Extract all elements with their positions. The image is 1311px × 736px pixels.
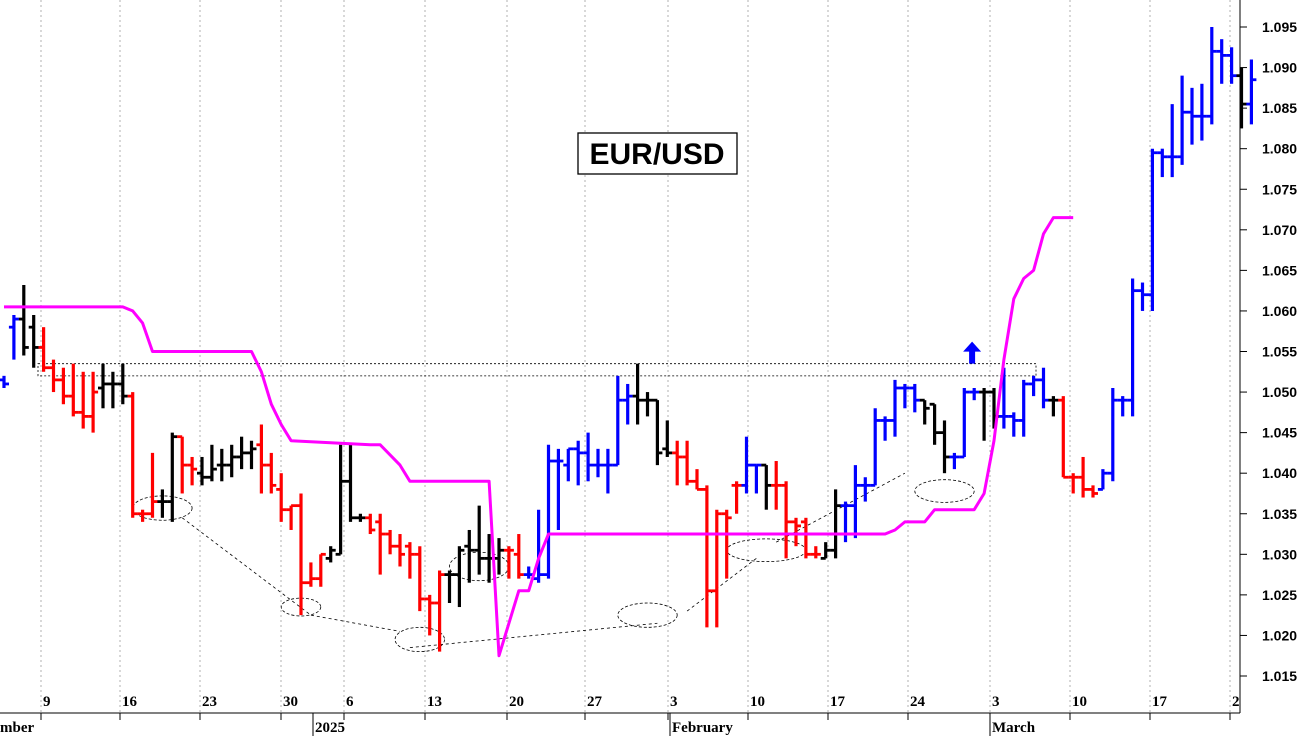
y-tick-label: 1.055 xyxy=(1262,344,1297,360)
x-axis: 9 16 23 30 6 13 20 27 3 10 17 24 3 10 17 2 mber 2025 Febru… xyxy=(0,694,1240,736)
y-tick-label: 1.060 xyxy=(1262,303,1297,319)
trendline xyxy=(181,517,312,616)
trailing-line xyxy=(4,216,1074,658)
x-tick-label: 17 xyxy=(830,694,846,710)
x-tick-label: 13 xyxy=(427,694,442,710)
chart-title: EUR/USD xyxy=(589,138,724,171)
y-tick-label: 1.015 xyxy=(1262,668,1297,684)
trendline xyxy=(686,558,757,612)
period-label: 2025 xyxy=(315,720,345,736)
x-tick-label: 27 xyxy=(587,694,603,710)
y-tick-label: 1.095 xyxy=(1262,19,1297,35)
ellipse-marker xyxy=(280,597,322,617)
y-tick-label: 1.035 xyxy=(1262,506,1297,522)
x-tick-label: 6 xyxy=(346,694,354,710)
period-label: March xyxy=(992,720,1036,736)
y-tick-label: 1.045 xyxy=(1262,425,1297,441)
y-tick-label: 1.050 xyxy=(1262,384,1297,400)
ellipse-marker xyxy=(394,626,445,653)
x-tick-label: 10 xyxy=(750,694,765,710)
x-tick-label: 16 xyxy=(122,694,138,710)
overlay-line xyxy=(4,216,1074,658)
price-bars xyxy=(0,27,1257,652)
resistance-band xyxy=(37,363,1037,377)
x-tick-label: 30 xyxy=(283,694,298,710)
period-label: February xyxy=(672,720,733,736)
y-tick-label: 1.090 xyxy=(1262,60,1297,76)
x-tick-label: 20 xyxy=(509,694,524,710)
y-tick-label: 1.025 xyxy=(1262,587,1297,603)
ellipse-marker xyxy=(617,602,678,628)
ellipse-marker xyxy=(914,479,975,503)
y-tick-label: 1.030 xyxy=(1262,546,1297,562)
trendline xyxy=(776,472,906,543)
y-tick-label: 1.070 xyxy=(1262,222,1297,238)
x-tick-label: 3 xyxy=(670,694,678,710)
y-tick-label: 1.085 xyxy=(1262,100,1297,116)
y-tick-label: 1.040 xyxy=(1262,465,1297,481)
x-tick-label: 3 xyxy=(992,694,1000,710)
y-tick-label: 1.080 xyxy=(1262,141,1297,157)
y-tick-label: 1.020 xyxy=(1262,627,1297,643)
x-tick-label: 23 xyxy=(202,694,217,710)
x-tick-label: 10 xyxy=(1072,694,1087,710)
x-tick-label: 17 xyxy=(1152,694,1168,710)
grid-lines xyxy=(40,0,1231,713)
up-arrow-icon xyxy=(963,341,982,364)
x-tick-label: 2 xyxy=(1232,694,1240,710)
y-tick-label: 1.065 xyxy=(1262,262,1297,278)
y-axis: 1.095 1.090 1.085 1.080 1.075 1.070 1.065 1.060… xyxy=(1240,19,1297,684)
chart-title-box: EUR/USD xyxy=(577,132,738,175)
y-tick-label: 1.075 xyxy=(1262,181,1297,197)
x-tick-label: 9 xyxy=(43,694,51,710)
period-label: mber xyxy=(0,720,34,736)
x-tick-label: 24 xyxy=(910,694,926,710)
